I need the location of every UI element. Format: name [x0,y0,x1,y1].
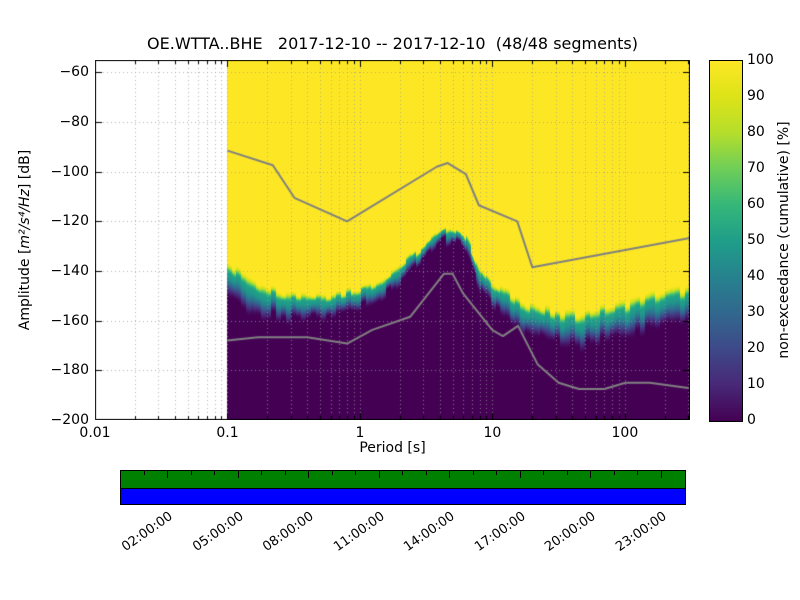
timebar-tick [284,471,286,475]
time-tick-label: 17:00:00 [471,509,529,555]
y-axis-label-prefix: Amplitude [ [17,248,33,331]
timebar-tick [496,471,497,475]
y-tick-label: −100 [50,163,89,180]
y-tick-label: −80 [59,114,89,131]
y-tick-label: −180 [50,362,89,379]
y-tick-label: −200 [50,412,89,428]
timebar-tick [660,471,662,478]
colorbar-tick-label: 40 [747,268,765,284]
time-tick-label: 05:00:00 [189,509,247,555]
timebar-extent [120,488,686,505]
colorbar-tick-label: 70 [747,160,765,176]
colorbar-tick-label: 20 [747,340,765,356]
colorbar-tick-label: 90 [747,88,765,104]
timebar-coverage [120,470,686,489]
timebar-tick [214,471,215,475]
timebar-tick [378,471,380,478]
colorbar-tick-label: 30 [747,304,765,320]
colorbar-tick-label: 80 [747,124,765,140]
colorbar-tick-label: 100 [747,52,774,68]
x-tick-label: 10 [483,425,502,441]
time-tick-label: 23:00:00 [612,509,670,555]
timebar-tick [331,471,333,475]
x-tick-label: 0.01 [79,425,111,441]
x-tick-label: 1 [355,425,365,441]
x-tick-label: 0.1 [216,425,239,441]
timebar-tick [237,471,239,478]
timebar-tick [590,471,591,478]
timebar-tick [637,471,638,475]
colorbar-gradient [709,60,743,422]
timebar-tick [261,471,262,475]
y-axis-label-suffix: ] [dB] [17,149,33,190]
timebar-tick [613,471,615,475]
time-tick-label: 20:00:00 [542,509,599,555]
colorbar-label: non-exceedance (cumulative) [%] [776,121,792,359]
timebar-tick [355,471,356,475]
x-axis-label: Period [s] [359,440,426,456]
colorbar-tick-label: 0 [747,412,756,428]
timebar-tick [519,471,521,478]
timebar-tick [402,471,403,475]
y-tick-label: −160 [50,312,89,329]
time-tick-label: 08:00:00 [260,509,317,555]
timebar-tick [167,471,168,478]
chart-title: OE.WTTA..BHE 2017-12-10 -- 2017-12-10 (4… [147,34,638,53]
colorbar-tick-label: 50 [747,232,765,248]
timebar-tick [425,471,427,475]
colorbar-tick-label: 60 [747,196,765,212]
y-tick-label: −60 [59,64,89,81]
y-tick-label: −140 [50,263,89,280]
timebar-tick [543,471,544,475]
timebar-tick [308,471,309,478]
time-tick-label: 14:00:00 [401,509,458,555]
timebar-tick [190,471,192,475]
colorbar-tick-label: 10 [747,376,765,392]
y-axis-label-units: m²/s⁴/Hz [17,189,33,249]
timebar-tick [472,471,474,475]
ppsd-heatmap-canvas [95,60,690,420]
time-tick-label: 02:00:00 [119,509,176,555]
x-tick-label: 100 [611,425,639,441]
time-tick-label: 11:00:00 [330,509,388,555]
timebar-tick [143,471,145,475]
y-axis-label: Amplitude [m²/s⁴/Hz] [dB] [17,150,33,330]
timebar-tick [566,471,568,475]
y-tick-label: −120 [50,213,89,230]
timebar-tick [449,471,450,478]
